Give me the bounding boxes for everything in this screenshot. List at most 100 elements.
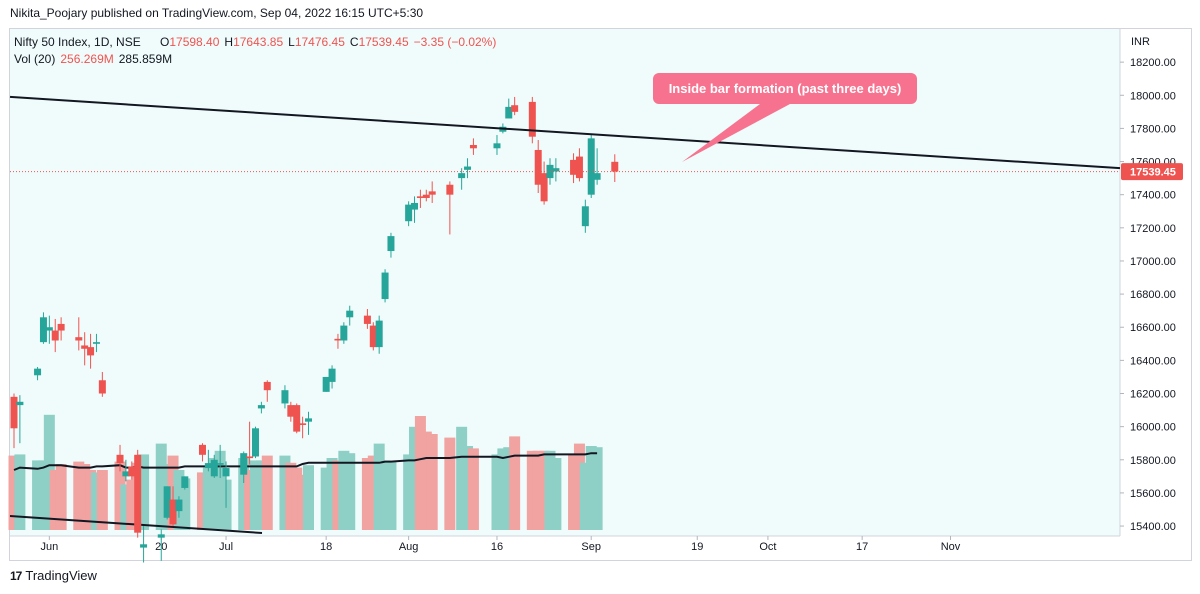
candle-body xyxy=(587,138,595,195)
open-label: O xyxy=(160,35,169,49)
volume-bar xyxy=(208,458,220,530)
volume-bar xyxy=(202,467,214,530)
candle-body xyxy=(428,191,436,195)
price-tick-label: 16200.00 xyxy=(1130,389,1176,401)
price-tick-label: 15400.00 xyxy=(1130,521,1176,533)
high-value: 17643.85 xyxy=(233,35,283,49)
candle-body xyxy=(181,476,189,488)
price-tick-label: 17200.00 xyxy=(1130,223,1176,235)
volume-bar xyxy=(14,454,26,530)
time-tick-label: 16 xyxy=(491,541,503,553)
price-tick-label: 18200.00 xyxy=(1130,57,1176,69)
close-label: C xyxy=(350,35,359,49)
open-value: 17598.40 xyxy=(169,35,219,49)
currency-label: INR xyxy=(1131,36,1150,48)
resistance-trendline xyxy=(9,95,1121,170)
volume-value: 256.269M xyxy=(60,52,113,66)
time-tick-label: 17 xyxy=(856,541,868,553)
candle-body xyxy=(122,471,130,477)
volume-bar xyxy=(585,446,597,530)
time-tick-label: Nov xyxy=(941,541,961,553)
volume-bar xyxy=(85,470,97,530)
candle-body xyxy=(251,428,259,457)
candle-body xyxy=(328,368,336,382)
volume-bar xyxy=(373,443,385,530)
ohlc-readout: O17598.40 H17643.85 L17476.45 C17539.45 −3.3… xyxy=(160,35,496,49)
volume-bar xyxy=(291,467,303,530)
candle-body xyxy=(405,204,413,222)
price-tick-label: 15800.00 xyxy=(1130,455,1176,467)
volume-bar xyxy=(497,448,509,530)
time-axis[interactable]: Jun 20 Jul 18 Aug 16 Sep 19 Oct 17 Nov xyxy=(10,535,1120,553)
candle-body xyxy=(611,161,619,172)
time-tick-label: Sep xyxy=(581,541,601,553)
candle-body xyxy=(87,347,95,356)
price-axis[interactable]: 15400.00 15600.00 15800.00 16000.00 16200.00… xyxy=(1119,29,1176,536)
candle-body xyxy=(198,444,206,455)
candle-body xyxy=(134,454,142,533)
volume-bar xyxy=(462,446,474,530)
brand-footer[interactable]: 17 TradingView xyxy=(10,568,97,583)
volume-bar xyxy=(367,455,379,530)
volume-bar xyxy=(379,460,391,530)
volume-bar xyxy=(196,472,208,530)
candles xyxy=(10,96,619,563)
volume-bar xyxy=(385,461,397,530)
price-tick-label: 17000.00 xyxy=(1130,256,1176,268)
candle-body xyxy=(381,272,389,300)
candle-body xyxy=(493,143,501,149)
volume-bar xyxy=(55,464,67,530)
candle-body xyxy=(257,405,265,409)
brand-name: TradingView xyxy=(25,568,97,583)
volume-bar xyxy=(591,447,603,530)
trendlines[interactable] xyxy=(9,95,1121,170)
volume-bar xyxy=(96,470,108,530)
candle-body xyxy=(75,337,83,341)
candle-body xyxy=(293,405,301,432)
candle-body xyxy=(387,236,395,252)
candle-body xyxy=(540,173,548,202)
candle-body xyxy=(581,206,589,227)
volume-bar xyxy=(403,454,415,530)
volume-bars xyxy=(8,414,603,530)
annotation-text: Inside bar formation (past three days) xyxy=(669,81,902,96)
volume-bar xyxy=(32,460,44,530)
volume-bar xyxy=(550,458,562,530)
volume-bar xyxy=(544,450,556,530)
candle-body xyxy=(528,101,536,137)
volume-bar xyxy=(456,426,468,530)
trend-zone-background xyxy=(10,29,1120,536)
candle-body xyxy=(422,194,430,198)
candle-body xyxy=(57,323,65,331)
volume-bar xyxy=(37,460,49,530)
volume-bar xyxy=(320,467,332,530)
volume-bar xyxy=(114,461,126,530)
price-tick-label: 16000.00 xyxy=(1130,422,1176,434)
volume-bar xyxy=(179,478,191,530)
volume-bar xyxy=(526,450,538,530)
volume-bar xyxy=(244,470,256,530)
volume-bar xyxy=(8,455,20,530)
volume-bar xyxy=(414,416,426,530)
volume-bar xyxy=(503,447,515,530)
high-label: H xyxy=(224,35,233,49)
volume-bar xyxy=(49,470,61,530)
candle-body xyxy=(305,418,312,422)
annotation-callout[interactable]: Inside bar formation (past three days) xyxy=(653,73,917,162)
volume-bar xyxy=(538,450,550,530)
volume-bar xyxy=(409,426,421,530)
volume-ma-value: 285.859M xyxy=(119,52,172,66)
volume-bar xyxy=(279,455,291,530)
volume-bar xyxy=(467,448,479,530)
candle-body xyxy=(505,106,513,119)
candle-body xyxy=(322,376,330,392)
volume-bar xyxy=(297,474,309,530)
candle-body xyxy=(334,338,342,341)
volume-bar xyxy=(79,464,91,530)
annotation-pointer xyxy=(682,104,790,162)
candle-body xyxy=(534,149,542,185)
time-tick-label: 19 xyxy=(691,541,703,553)
chart-frame[interactable] xyxy=(9,28,1192,561)
candle-body xyxy=(469,144,477,149)
